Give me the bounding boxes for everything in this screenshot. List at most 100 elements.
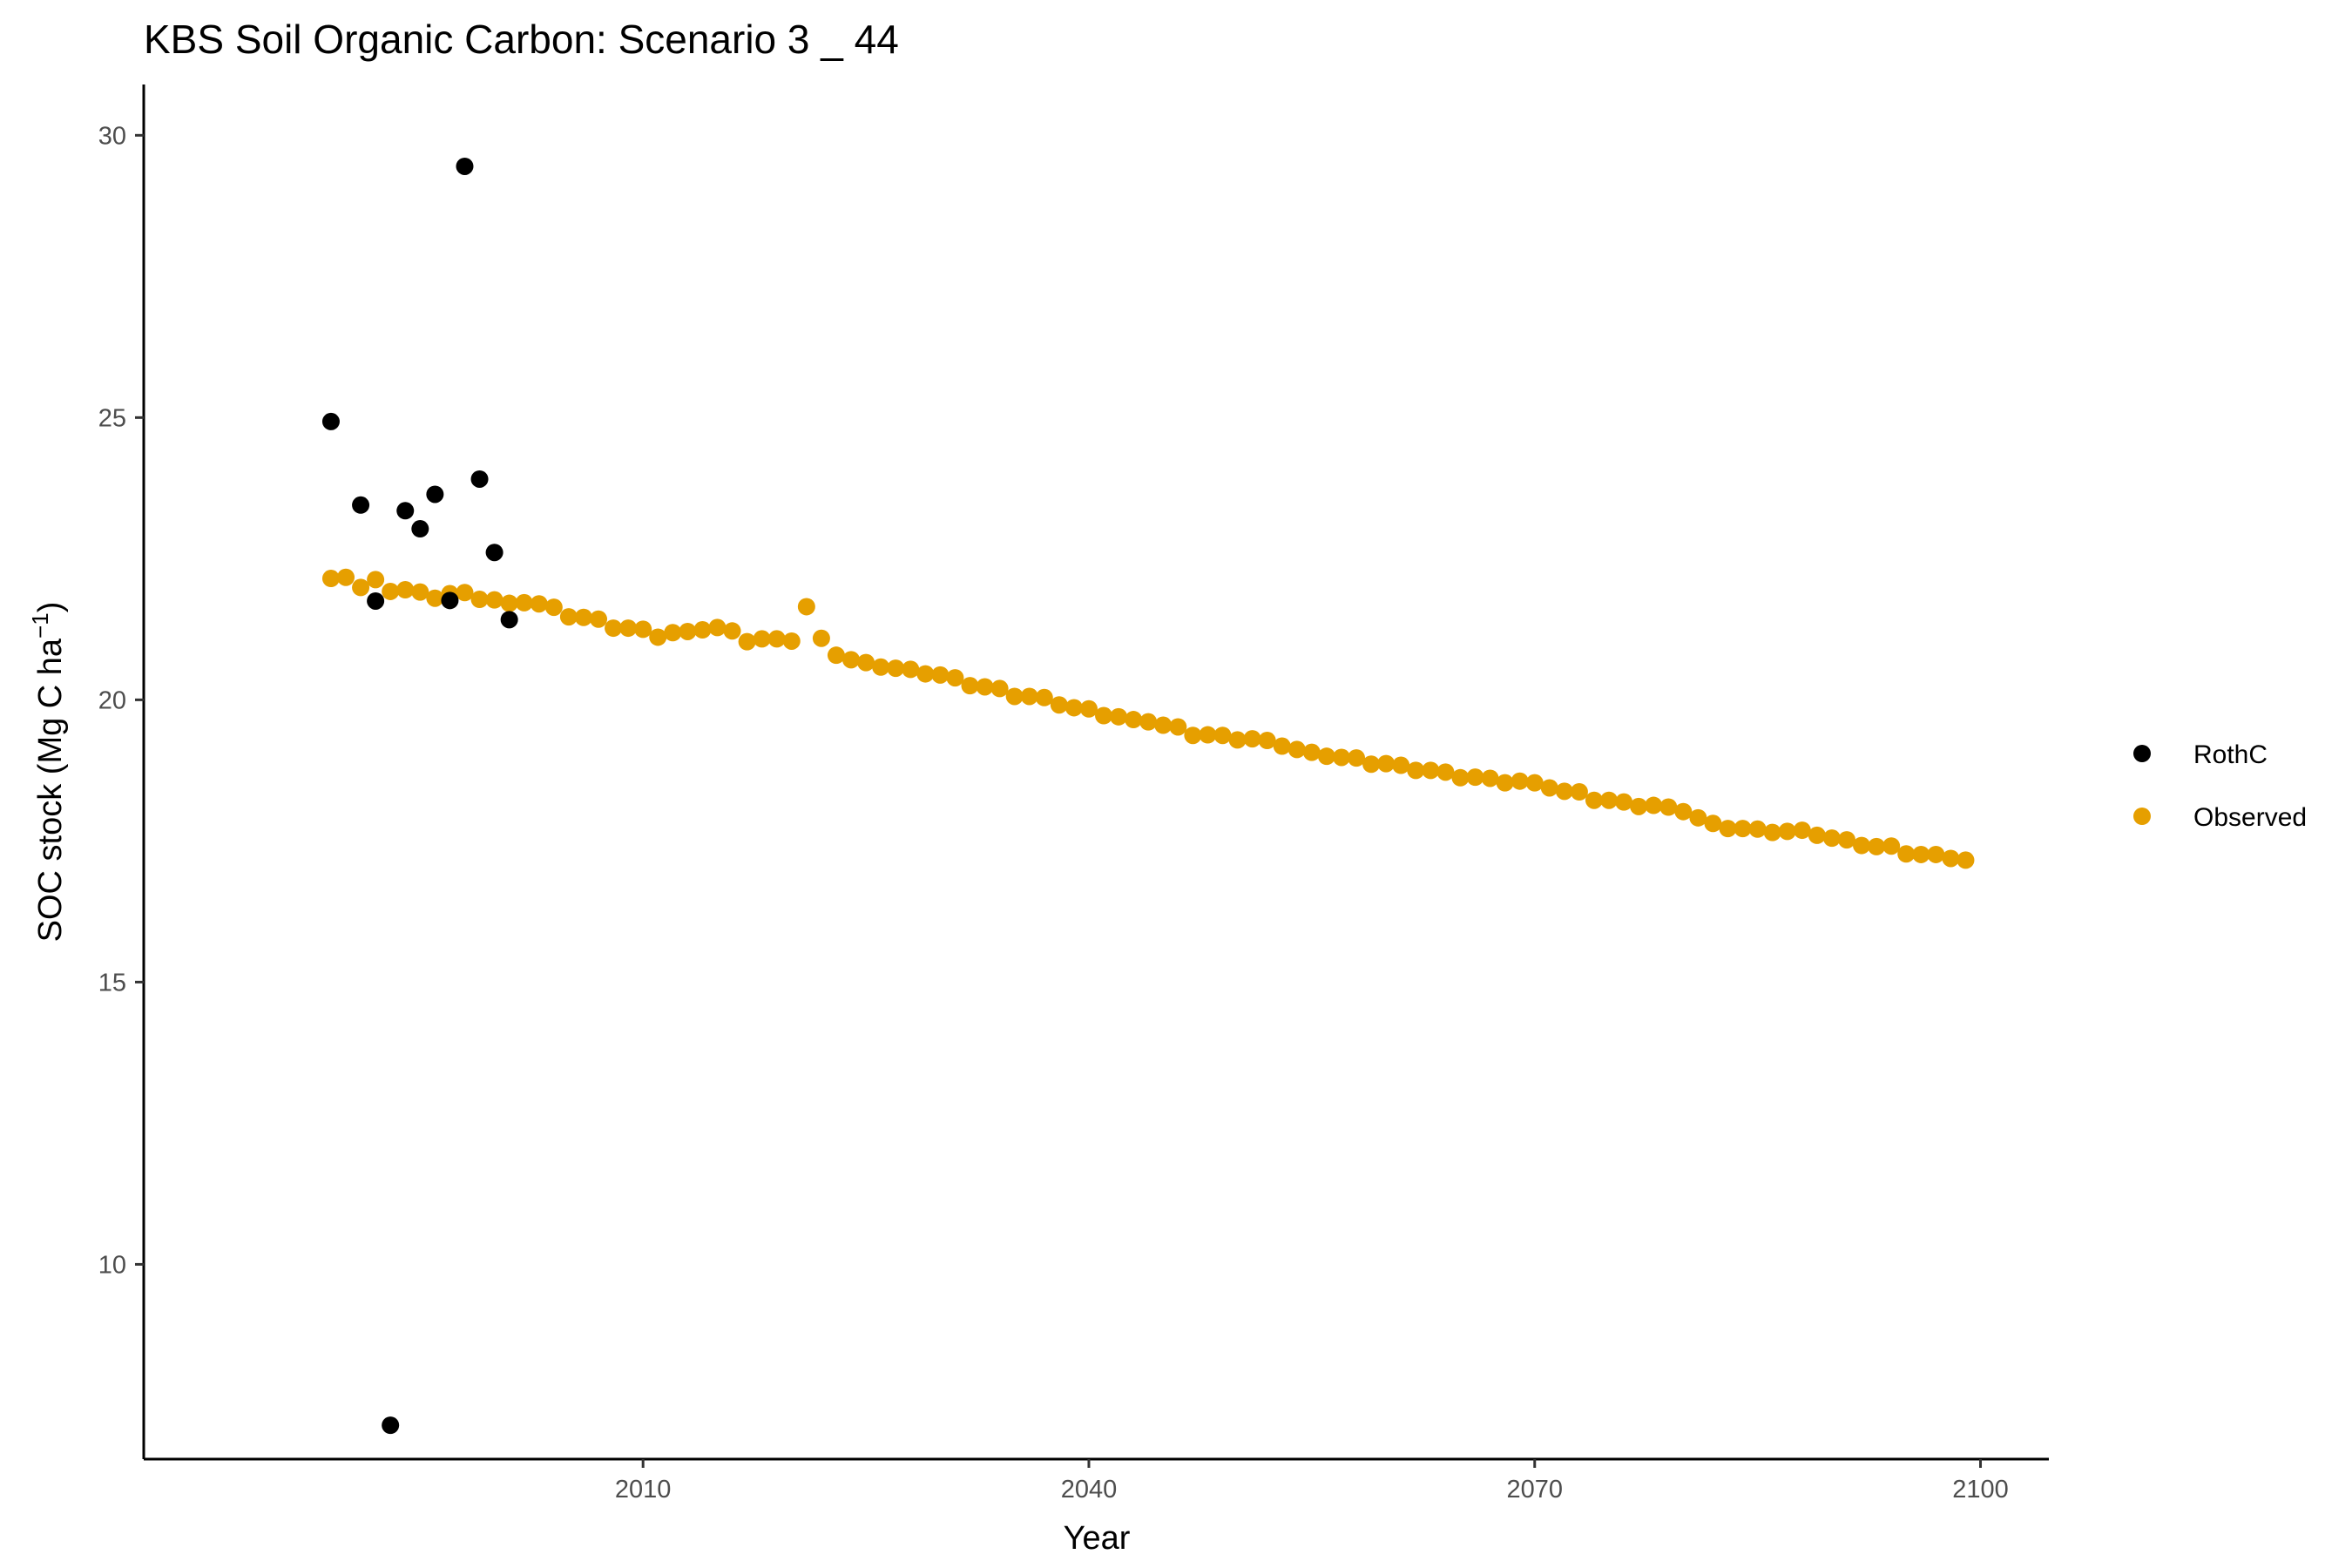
point-observed [1882, 837, 1901, 855]
point-observed [1585, 791, 1603, 809]
point-observed [1689, 808, 1707, 827]
x-tick-label: 2010 [615, 1476, 672, 1504]
point-observed [1407, 761, 1425, 780]
point-observed [1377, 754, 1396, 773]
point-observed [1942, 849, 1960, 868]
point-observed [1079, 700, 1098, 718]
point-observed [367, 571, 385, 589]
point-observed [1525, 774, 1544, 792]
point-rothc [470, 470, 489, 488]
point-observed [1199, 726, 1217, 744]
point-observed [1822, 829, 1841, 848]
point-observed [1243, 730, 1261, 748]
point-observed [1273, 737, 1291, 755]
point-observed [1451, 768, 1470, 787]
point-observed [1734, 820, 1752, 838]
point-observed [708, 618, 727, 637]
plot-area: 10 15 20 25 30 2010 2040 2070 2100 [98, 84, 2049, 1504]
point-observed [797, 598, 815, 616]
point-observed [887, 659, 905, 678]
point-observed [1348, 749, 1366, 767]
point-observed [634, 620, 652, 639]
point-observed [515, 593, 533, 612]
legend-key-observed [2133, 808, 2151, 825]
point-observed [1258, 732, 1276, 750]
point-observed [574, 608, 592, 626]
point-observed [1719, 820, 1737, 838]
point-observed [723, 622, 741, 640]
point-observed [931, 666, 950, 684]
point-observed [1466, 768, 1484, 787]
point-rothc [382, 1416, 400, 1435]
x-tick-label: 2100 [1952, 1476, 2009, 1504]
data-points [321, 157, 1975, 1435]
point-observed [738, 632, 756, 651]
point-rothc [456, 157, 474, 175]
point-observed [693, 621, 712, 639]
y-tick-label: 20 [98, 686, 126, 714]
y-axis-title-close: ) [32, 602, 69, 613]
y-ticks: 10 15 20 25 30 [98, 122, 144, 1279]
point-observed [664, 624, 682, 642]
point-observed [337, 568, 355, 586]
y-tick-label: 15 [98, 969, 126, 997]
point-observed [872, 658, 890, 676]
point-observed [382, 582, 400, 600]
point-observed [946, 669, 964, 687]
point-observed [649, 628, 667, 646]
point-observed [1927, 845, 1945, 863]
point-observed [1511, 772, 1529, 790]
point-observed [1570, 783, 1588, 801]
point-observed [753, 630, 771, 648]
point-observed [1064, 699, 1083, 717]
legend-label-observed: Observed [2193, 803, 2307, 832]
point-observed [1496, 774, 1514, 792]
point-observed [976, 678, 994, 696]
point-observed [812, 629, 830, 647]
point-observed [530, 595, 548, 613]
point-rothc [367, 591, 385, 610]
point-observed [1868, 837, 1886, 855]
y-axis-title-superscript: −1 [27, 612, 53, 639]
point-observed [916, 665, 935, 683]
point-observed [1228, 731, 1247, 749]
point-observed [590, 610, 608, 628]
chart-title: KBS Soil Organic Carbon: Scenario 3 _ 44 [144, 17, 899, 62]
x-axis-title: Year [1064, 1520, 1131, 1557]
point-observed [1169, 718, 1187, 736]
point-rothc [485, 544, 504, 562]
point-observed [1659, 798, 1678, 816]
legend-label-rothc: RothC [2193, 740, 2268, 769]
point-observed [500, 594, 518, 612]
point-observed [1748, 820, 1767, 838]
point-observed [1793, 821, 1811, 840]
point-observed [1422, 761, 1440, 780]
point-observed [1674, 802, 1693, 821]
point-observed [1050, 696, 1068, 714]
point-observed [1808, 826, 1826, 844]
point-observed [1837, 831, 1855, 849]
point-observed [1005, 687, 1024, 706]
point-observed [1763, 823, 1781, 841]
point-observed [679, 622, 697, 640]
point-rothc [321, 412, 340, 430]
x-tick-label: 2040 [1061, 1476, 1118, 1504]
point-observed [1853, 836, 1871, 855]
point-observed [1957, 851, 1975, 869]
point-observed [1600, 791, 1619, 809]
point-observed [1213, 727, 1232, 745]
point-observed [1184, 727, 1202, 745]
point-observed [352, 578, 370, 597]
point-observed [842, 651, 861, 669]
point-observed [619, 619, 638, 638]
point-observed [990, 679, 1009, 698]
y-axis-title: SOC stock (Mg C ha−1) [27, 602, 69, 943]
point-observed [559, 608, 578, 626]
point-observed [857, 653, 875, 672]
y-tick-label: 30 [98, 122, 126, 150]
point-observed [767, 630, 786, 648]
point-observed [470, 591, 489, 609]
point-observed [1897, 845, 1916, 863]
point-observed [1332, 748, 1350, 767]
point-observed [782, 632, 801, 650]
